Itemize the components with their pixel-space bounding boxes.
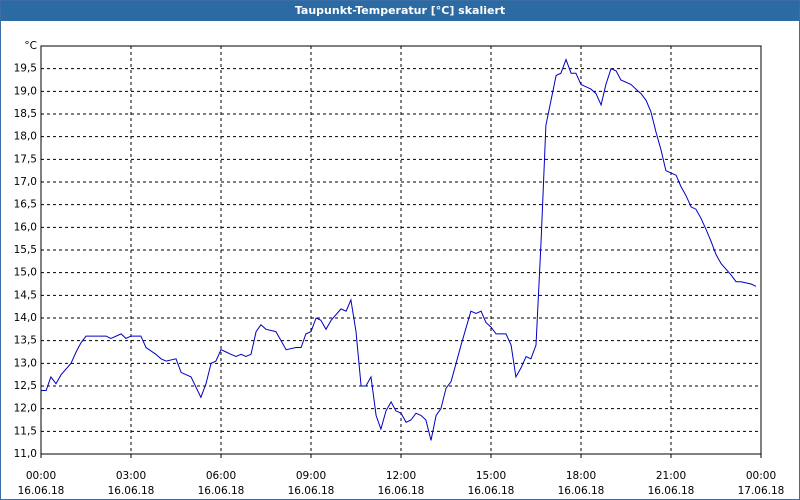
- x-tick-date: 17.06.18: [738, 485, 785, 497]
- x-tick-label: 21:00: [656, 470, 686, 482]
- y-tick-label: 15,0: [14, 267, 37, 279]
- y-tick-label: 19,0: [14, 85, 37, 97]
- y-tick-label: 12,0: [14, 403, 37, 415]
- x-tick-date: 16.06.18: [108, 485, 155, 497]
- y-tick-label: 17,5: [14, 153, 37, 165]
- y-tick-label: 13,0: [14, 357, 37, 369]
- y-tick-label: 14,0: [14, 312, 37, 324]
- plot-frame: [40, 45, 762, 455]
- y-unit: °C: [24, 40, 37, 52]
- y-tick-label: 12,5: [14, 380, 37, 392]
- y-tick-label: 11,0: [14, 448, 37, 460]
- x-tick-label: 03:00: [116, 470, 146, 482]
- x-tick-label: 00:00: [746, 470, 776, 482]
- y-tick-label: 18,0: [14, 131, 37, 143]
- x-tick-date: 16.06.18: [18, 485, 65, 497]
- y-tick-label: 11,5: [14, 425, 37, 437]
- title-bar: Taupunkt-Temperatur [°C] skaliert: [1, 1, 799, 21]
- x-tick-label: 06:00: [206, 470, 236, 482]
- y-tick-label: 13,5: [14, 335, 37, 347]
- x-tick-date: 16.06.18: [198, 485, 245, 497]
- x-tick-date: 16.06.18: [558, 485, 605, 497]
- x-tick-label: 15:00: [476, 470, 506, 482]
- x-tick-label: 00:00: [26, 470, 56, 482]
- x-tick-date: 16.06.18: [648, 485, 695, 497]
- line-series: [41, 58, 757, 441]
- y-tick-label: 16,5: [14, 199, 37, 211]
- y-tick-label: 16,0: [14, 221, 37, 233]
- x-tick-label: 09:00: [296, 470, 326, 482]
- x-tick-date: 16.06.18: [378, 485, 425, 497]
- y-tick-label: 18,5: [14, 108, 37, 120]
- x-tick-label: 12:00: [386, 470, 416, 482]
- x-tick-date: 16.06.18: [288, 485, 335, 497]
- y-tick-label: 19,5: [14, 63, 37, 75]
- x-tick-label: 18:00: [566, 470, 596, 482]
- x-tick-date: 16.06.18: [468, 485, 515, 497]
- y-tick-label: 17,0: [14, 176, 37, 188]
- y-tick-label: 15,5: [14, 244, 37, 256]
- chart: 11,0 11,5 12,0 12,5 13,0 13,5 14,0 14,5 15,0 15,5…: [14, 40, 785, 497]
- y-tick-label: 14,5: [14, 289, 37, 301]
